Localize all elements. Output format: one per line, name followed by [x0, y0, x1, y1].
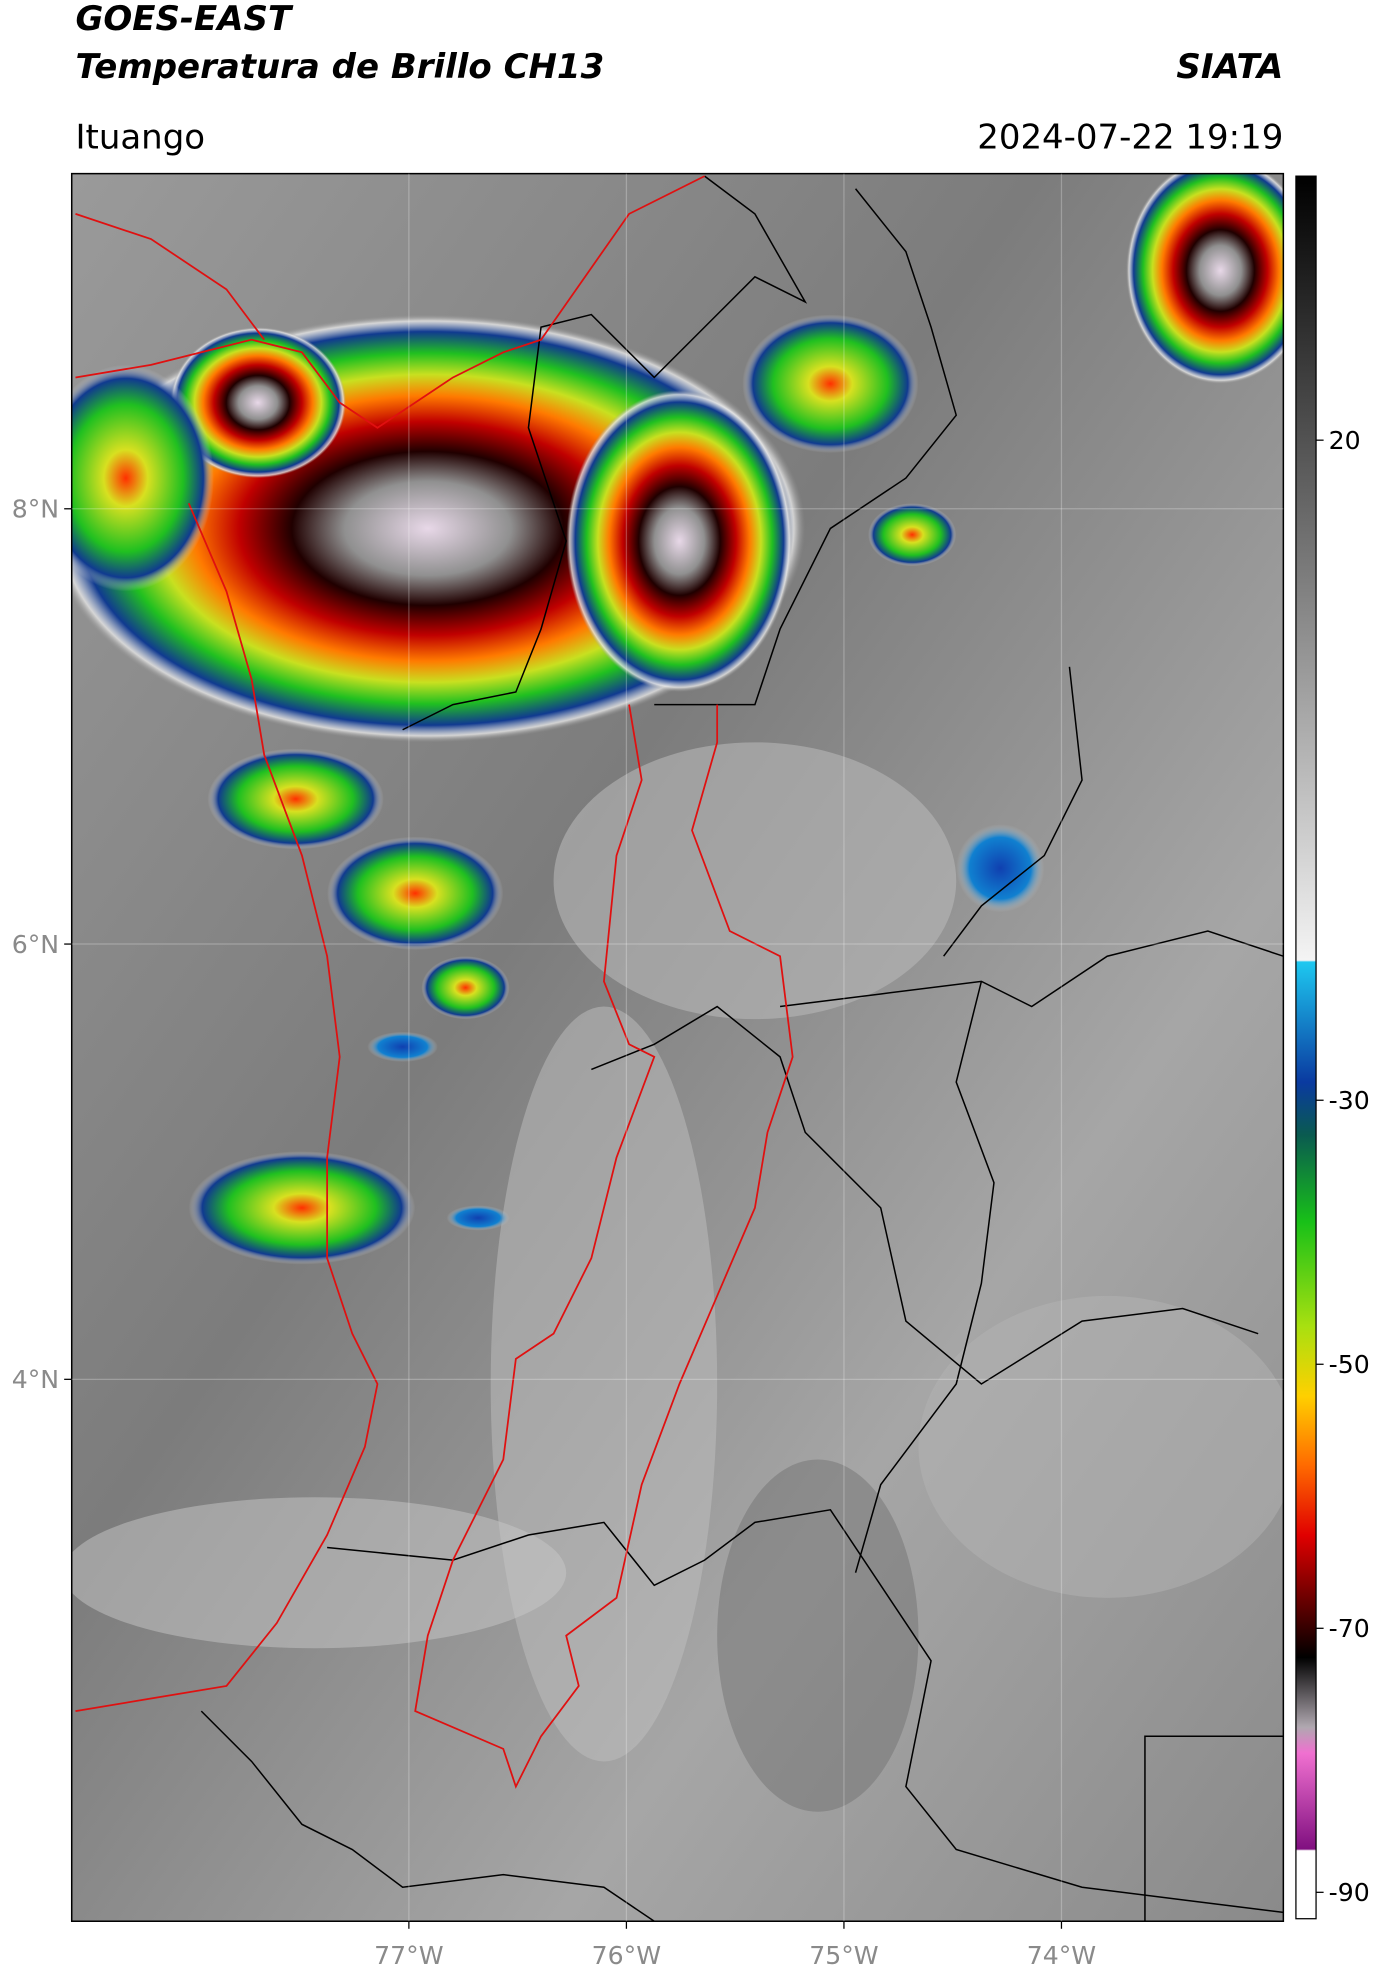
- x-tick-label: 75°W: [809, 1941, 879, 1970]
- colorbar-ticks: 20 -30 -50 -70 -90: [1316, 426, 1370, 1907]
- colorbar-tick-label: -70: [1329, 1614, 1370, 1643]
- colorbar-tick-label: -90: [1329, 1878, 1370, 1907]
- satellite-image: [71, 173, 1284, 1922]
- x-tick-label: 74°W: [1027, 1941, 1097, 1970]
- datetime: 2024-07-22 19:19: [977, 117, 1283, 157]
- colorbar-tick-label: 20: [1329, 426, 1361, 455]
- x-tick-label: 77°W: [374, 1941, 444, 1970]
- y-tick-label: 4°N: [12, 1365, 59, 1394]
- region: Ituango: [75, 117, 205, 157]
- map-frame: [70, 172, 1285, 1922]
- colorbar: [1295, 175, 1317, 1920]
- colorbar-tick-label: -50: [1329, 1350, 1370, 1379]
- y-tick-label: 8°N: [12, 495, 59, 524]
- colorbar-tick-label: -30: [1329, 1086, 1370, 1115]
- x-tick-label: 76°W: [592, 1941, 662, 1970]
- agency: SIATA: [1176, 47, 1283, 87]
- map-axes: 77°W 76°W 75°W 74°W 8°N 6°N 4°N: [12, 173, 1284, 1970]
- satellite: GOES-EAST: [75, 0, 293, 39]
- product: Temperatura de Brillo CH13: [75, 47, 604, 87]
- y-tick-label: 6°N: [12, 930, 59, 959]
